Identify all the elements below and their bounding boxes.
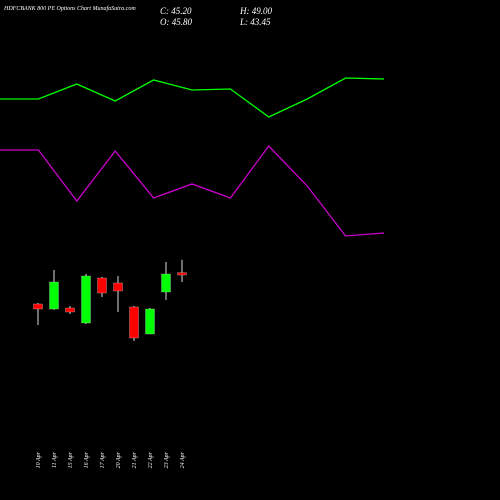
candle-body xyxy=(65,307,75,313)
x-tick-label: 16 Apr xyxy=(84,451,90,468)
ohlc-label: O: 45.80 xyxy=(160,17,192,27)
candle-body xyxy=(97,277,107,294)
x-tick-label: 17 Apr xyxy=(100,451,106,468)
x-tick-label: 15 Apr xyxy=(68,451,74,468)
x-tick-label: 24 Apr xyxy=(179,451,186,468)
candle-body xyxy=(177,272,187,276)
candle-body xyxy=(129,306,139,339)
ohlc-label: C: 45.20 xyxy=(160,6,192,16)
candle-body xyxy=(161,273,171,293)
candle-body xyxy=(113,282,123,292)
candle-body xyxy=(49,281,59,310)
x-tick-label: 23 Apr xyxy=(164,451,170,468)
x-tick-label: 10 Apr xyxy=(36,451,42,468)
indicator-line xyxy=(0,77,385,118)
candle-body xyxy=(81,275,91,324)
candle-body xyxy=(145,308,155,335)
x-tick-label: 20 Apr xyxy=(116,451,122,468)
ohlc-label: H: 49.00 xyxy=(239,6,272,16)
x-tick-label: 22 Apr xyxy=(148,451,154,468)
ohlc-label: L: 43.45 xyxy=(239,17,271,27)
candle-body xyxy=(33,303,43,310)
x-tick-label: 21 Apr xyxy=(132,451,138,468)
chart-title: HDFCBANK 800 PE Options Chart MunafaSutr… xyxy=(3,5,136,12)
indicator-line xyxy=(0,144,385,237)
x-tick-label: 11 Apr xyxy=(52,451,58,468)
